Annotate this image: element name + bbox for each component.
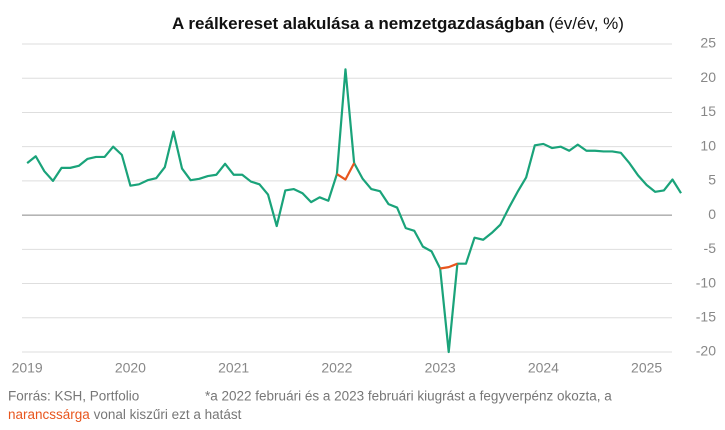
note-highlight: narancssárga	[8, 407, 90, 422]
lines	[26, 68, 682, 354]
y-tick-label: -20	[696, 343, 716, 359]
grid: 25 20 15 10 5 0 -5 -10 -15 -20 2019 2020 2021 2022 202…	[12, 35, 717, 376]
y-tick-label: 15	[700, 103, 716, 119]
y-tick-label: 0	[708, 206, 716, 222]
x-tick-label: 2024	[528, 360, 559, 376]
chart-subtitle: (év/év, %)	[549, 14, 624, 33]
note: *a 2022 februári és a 2023 februári kiug…	[205, 389, 612, 404]
y-tick-label: -10	[696, 274, 716, 290]
x-tick-label: 2025	[631, 360, 662, 376]
line	[336, 162, 458, 270]
x-tick-label: 2021	[218, 360, 249, 376]
x-tick-label: 2020	[115, 360, 146, 376]
y-tick-label: 20	[700, 69, 716, 85]
note-rest: vonal kiszűri ezt a hatást	[90, 407, 242, 422]
y-tick-label: 10	[700, 137, 716, 153]
y-tick-label: -15	[696, 308, 716, 324]
x-tick-label: 2019	[12, 360, 43, 376]
y-tick-label: -5	[704, 240, 717, 256]
x-tick-label: 2023	[425, 360, 456, 376]
line	[26, 68, 682, 354]
note-line2: narancssárga vonal kiszűri ezt a hatást	[8, 407, 242, 422]
source: Forrás: KSH, Portfolio	[8, 389, 139, 404]
chart-title: A reálkereset alakulása a nemzetgazdaság…	[172, 14, 545, 33]
y-tick-label: 5	[708, 172, 716, 188]
chart-title-line: A reálkereset alakulása a nemzetgazdaság…	[172, 14, 624, 33]
y-tick-label: 25	[700, 35, 716, 51]
x-tick-label: 2022	[321, 360, 352, 376]
